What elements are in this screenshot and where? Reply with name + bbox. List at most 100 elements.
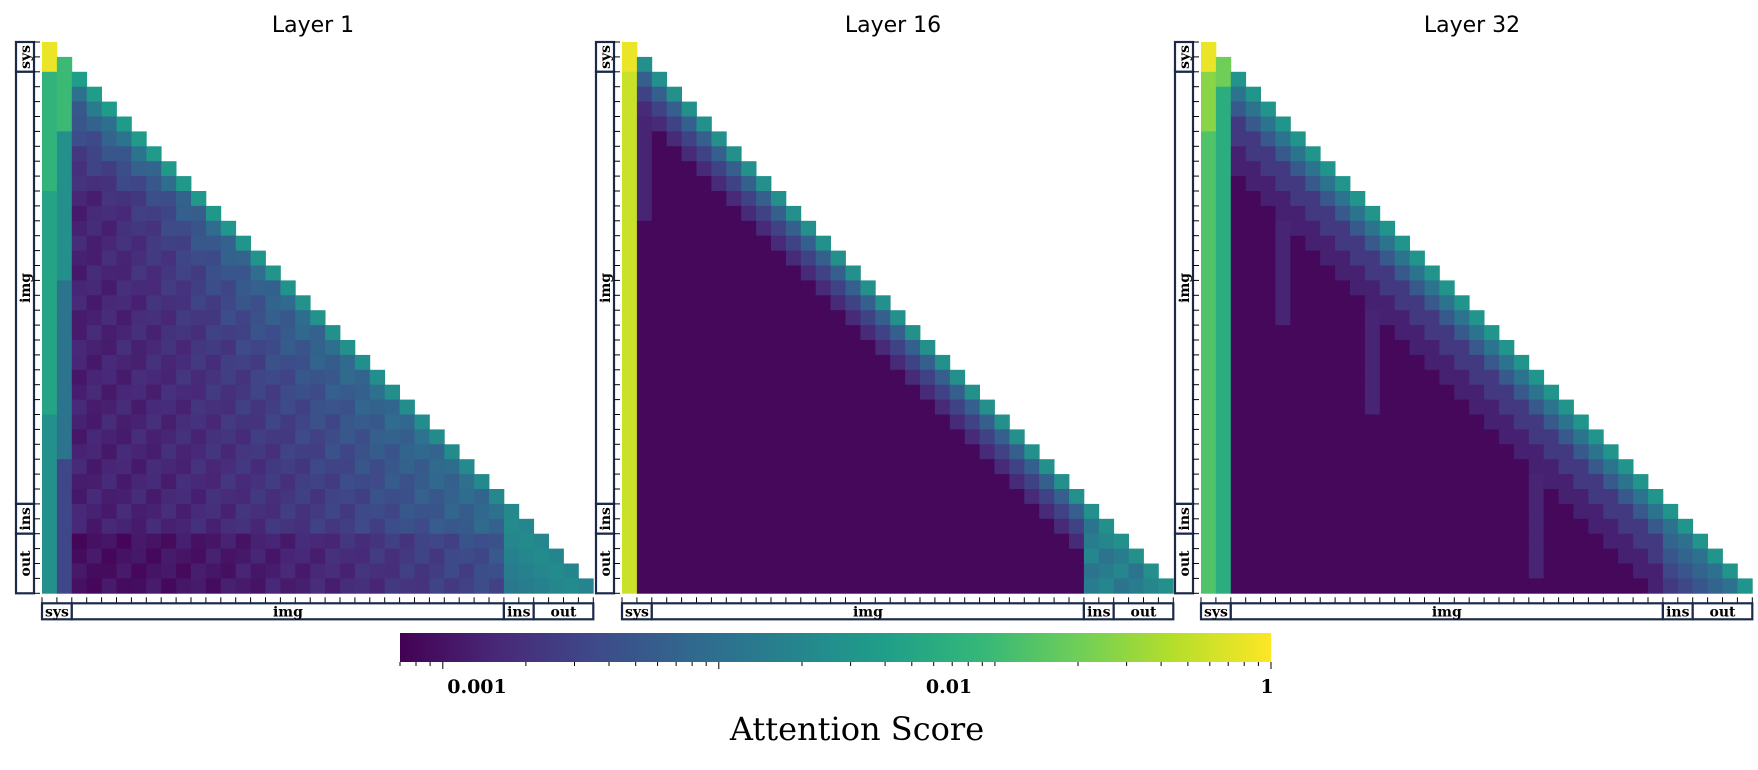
heatmap-cell: [711, 503, 727, 520]
heatmap-cell: [785, 310, 802, 326]
heatmap-cell: [622, 578, 638, 594]
heatmap-cell: [905, 578, 921, 594]
heatmap-cell: [42, 563, 58, 579]
heatmap-cell: [161, 474, 177, 490]
heatmap-cell: [161, 429, 177, 445]
heatmap-cell: [890, 563, 906, 579]
heatmap-cell: [1275, 399, 1291, 415]
heatmap-cell: [1335, 384, 1351, 400]
heatmap-cell: [1573, 444, 1589, 460]
heatmap-cell: [622, 205, 638, 222]
heatmap-cell: [800, 474, 817, 490]
heatmap-cell: [1245, 176, 1261, 192]
heatmap-cell: [920, 369, 936, 386]
heatmap-cell: [384, 518, 400, 535]
heatmap-cell: [265, 563, 281, 579]
heatmap-cell: [1469, 399, 1485, 415]
heatmap-cell: [1588, 489, 1604, 505]
heatmap-cell: [920, 548, 936, 564]
heatmap-cell: [56, 205, 73, 222]
heatmap-cell: [1573, 429, 1589, 445]
heatmap-cell: [815, 295, 831, 311]
segment-label: ins: [598, 507, 614, 530]
heatmap-cell: [220, 280, 237, 296]
heatmap-cell: [934, 384, 951, 400]
heatmap-cell: [711, 489, 727, 505]
heatmap-cell: [845, 399, 861, 415]
heatmap-cell: [1603, 489, 1619, 505]
heatmap-cell: [622, 191, 638, 207]
heatmap-cell: [875, 474, 891, 490]
heatmap-cell: [503, 548, 520, 564]
heatmap-cell: [191, 220, 207, 237]
heatmap-cell: [444, 548, 460, 564]
heatmap-cell: [101, 459, 117, 475]
heatmap-cell: [340, 489, 356, 505]
heatmap-cell: [1305, 220, 1321, 237]
heatmap-cell: [800, 518, 817, 535]
heatmap-cell: [1305, 563, 1321, 579]
heatmap-cell: [726, 578, 742, 594]
heatmap-cell: [1737, 578, 1753, 594]
heatmap-cell: [681, 295, 697, 311]
heatmap-cell: [666, 563, 682, 579]
heatmap-cell: [875, 310, 891, 326]
heatmap-cell: [146, 444, 162, 460]
heatmap-cell: [1424, 429, 1440, 445]
heatmap-cell: [191, 474, 207, 490]
heatmap-cell: [1024, 503, 1040, 520]
heatmap-cell: [1128, 578, 1144, 594]
heatmap-cell: [1260, 474, 1276, 490]
heatmap-cell: [503, 563, 520, 579]
heatmap-cell: [1335, 578, 1351, 594]
heatmap-cell: [666, 340, 682, 356]
heatmap-cell: [845, 310, 861, 326]
heatmap-cell: [1528, 459, 1545, 475]
heatmap-cell: [1350, 518, 1366, 535]
heatmap-cell: [116, 191, 132, 207]
heatmap-cell: [1424, 340, 1440, 356]
heatmap-cell: [42, 131, 58, 147]
heatmap-cell: [1305, 429, 1321, 445]
heatmap-cell: [459, 533, 475, 549]
heatmap-cell: [116, 414, 132, 430]
heatmap-cell: [354, 369, 371, 386]
heatmap-cell: [1364, 503, 1381, 520]
heatmap-cell: [1215, 503, 1232, 520]
heatmap-cell: [696, 325, 712, 341]
heatmap-cell: [726, 369, 742, 386]
heatmap-cell: [741, 444, 757, 460]
panel-title: Layer 16: [845, 13, 941, 38]
heatmap-cell: [756, 295, 772, 311]
heatmap-cell: [1513, 503, 1530, 520]
heatmap-cell: [474, 489, 490, 505]
heatmap-cell: [1394, 459, 1410, 475]
heatmap-cell: [771, 384, 787, 400]
heatmap-cell: [1350, 474, 1366, 490]
heatmap-cell: [1513, 474, 1530, 490]
heatmap-cell: [1573, 563, 1589, 579]
heatmap-cell: [979, 518, 995, 535]
heatmap-cell: [42, 161, 58, 177]
heatmap-cell: [1409, 444, 1425, 460]
heatmap-cell: [1305, 295, 1321, 311]
heatmap-cell: [1454, 474, 1470, 490]
heatmap-cell: [56, 116, 73, 132]
segment-box: [1691, 602, 1754, 621]
heatmap-cell: [250, 265, 266, 281]
heatmap-cell: [131, 191, 147, 207]
heatmap-cell: [205, 563, 222, 579]
heatmap-cell: [771, 191, 787, 207]
heatmap-cell: [1499, 399, 1515, 415]
heatmap-cell: [1379, 533, 1396, 549]
heatmap-cell: [1230, 161, 1247, 177]
heatmap-cell: [681, 518, 697, 535]
heatmap-cell: [101, 325, 117, 341]
heatmap-cell: [1469, 489, 1485, 505]
heatmap-cell: [310, 414, 326, 430]
heatmap-cell: [1320, 533, 1336, 549]
heatmap-cell: [1484, 354, 1500, 371]
heatmap-cell: [340, 444, 356, 460]
